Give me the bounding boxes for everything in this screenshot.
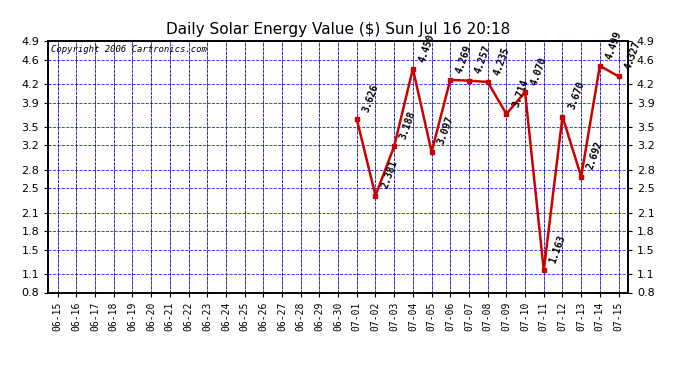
Text: 3.714: 3.714: [511, 77, 530, 108]
Text: 4.327: 4.327: [622, 40, 642, 71]
Title: Daily Solar Energy Value ($) Sun Jul 16 20:18: Daily Solar Energy Value ($) Sun Jul 16 …: [166, 22, 510, 37]
Text: 2.692: 2.692: [585, 140, 604, 171]
Text: 4.450: 4.450: [417, 32, 437, 63]
Text: 3.670: 3.670: [566, 80, 586, 111]
Text: Copyright 2006 Cartronics.com: Copyright 2006 Cartronics.com: [51, 45, 207, 54]
Text: 4.269: 4.269: [455, 44, 474, 74]
Text: 4.499: 4.499: [604, 29, 624, 60]
Text: 3.097: 3.097: [436, 115, 455, 146]
Text: 4.235: 4.235: [492, 45, 511, 76]
Text: 3.626: 3.626: [361, 83, 380, 114]
Text: 1.163: 1.163: [548, 234, 567, 265]
Text: 4.070: 4.070: [529, 56, 549, 87]
Text: 3.188: 3.188: [398, 110, 418, 141]
Text: 2.381: 2.381: [380, 159, 399, 190]
Text: 4.257: 4.257: [473, 44, 493, 75]
